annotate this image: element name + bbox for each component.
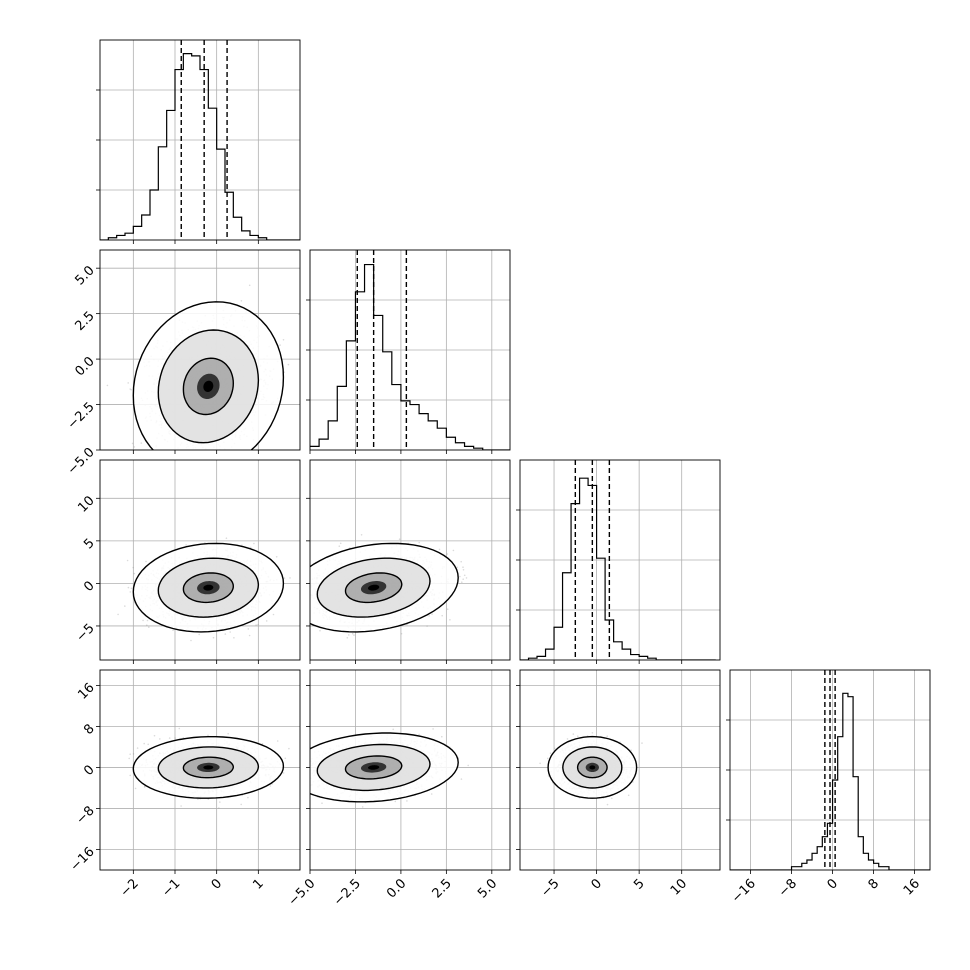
histogram-panel-1 [306,249,511,454]
histogram-step-2 [520,477,716,660]
histogram-panel-0 [96,39,301,244]
scatter-point [249,546,252,549]
histogram-panel-2 [516,459,721,664]
scatter-point [217,454,219,456]
scatter-point [212,636,215,639]
scatter-point [188,457,190,459]
axes-frame [99,249,301,451]
scatter-point [298,313,300,316]
scatter-point [168,455,170,457]
contour-2 [132,301,285,450]
scatter-point [289,577,291,579]
scatter-point [248,634,251,637]
scatter-point [253,542,255,545]
scatter-point [131,442,134,445]
scatter-point [130,388,132,391]
scatter-point [240,300,243,302]
scatter-point [224,633,227,635]
scatter-point [124,605,126,607]
scatter-point [129,388,131,390]
scatter-point [283,577,286,579]
scatter-point [248,284,251,287]
scatter-panel-0-2 [96,459,301,664]
scatter-point [127,382,129,384]
scatter-point [190,457,192,459]
scatter-point [257,623,259,626]
scatter-point [169,508,171,510]
scatter-point [242,466,244,468]
scatter-point [189,453,191,455]
scatter-point [197,453,199,455]
scatter-point [198,633,200,636]
scatter-point [133,446,136,448]
scatter-point [287,363,290,366]
scatter-point [172,629,174,631]
scatter-point [146,624,148,626]
scatter-point [117,613,119,616]
scatter-point [240,456,242,458]
scatter-point [187,453,189,455]
scatter-point [247,628,250,630]
scatter-point [208,463,210,465]
scatter-point [225,537,228,539]
scatter-point [132,566,134,569]
scatter-point [282,339,285,341]
scatter-point [168,452,170,454]
scatter-point [146,619,149,622]
scatter-point [233,637,235,639]
scatter-point [127,454,129,456]
scatter-point [142,619,144,622]
scatter-point [178,463,180,465]
scatter-point [265,620,268,622]
scatter-point [145,560,147,563]
scatter-point [168,452,170,454]
scatter-point [231,456,233,458]
scatter-point [227,458,229,460]
scatter-point [272,613,275,616]
scatter-point [148,626,150,628]
density-peak [203,380,214,392]
histogram-panel-3 [726,669,931,874]
scatter-point [255,624,257,626]
scatter-point [170,453,172,455]
scatter-point [187,453,189,455]
scatter-point [194,452,196,454]
scatter-point [221,453,223,455]
histogram-step-3 [730,692,930,870]
scatter-point [195,495,197,497]
scatter-point [185,544,187,546]
histogram-step-1 [310,263,510,450]
scatter-point [210,467,212,469]
scatter-point [129,591,132,593]
scatter-point [279,344,281,346]
scatter-point [229,631,231,633]
scatter-point [130,587,133,590]
scatter-point [127,586,130,589]
contour-0 [182,357,235,416]
histogram-step-0 [100,53,300,240]
scatter-point [178,463,180,465]
contour-1 [157,329,260,444]
scatter-point [210,453,212,455]
scatter-point [133,572,136,575]
scatter-point [140,442,143,444]
scatter-panel-0-1 [96,249,301,510]
scatter-point [231,463,233,465]
scatter-point [211,451,213,453]
scatter-point [236,455,238,457]
scatter-point [106,384,109,387]
scatter-point [222,453,224,455]
scatter-point [191,462,193,464]
